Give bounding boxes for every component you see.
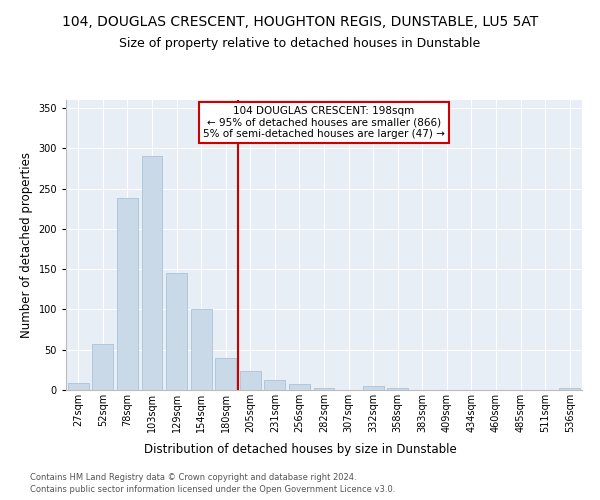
Bar bbox=[362, 386, 383, 390]
Bar bbox=[68, 383, 89, 390]
Bar bbox=[166, 273, 187, 390]
Y-axis label: Number of detached properties: Number of detached properties bbox=[20, 152, 33, 338]
Text: Contains HM Land Registry data © Crown copyright and database right 2024.: Contains HM Land Registry data © Crown c… bbox=[30, 472, 356, 482]
Text: Contains public sector information licensed under the Open Government Licence v3: Contains public sector information licen… bbox=[30, 485, 395, 494]
Bar bbox=[142, 156, 163, 390]
Bar bbox=[559, 388, 580, 390]
Bar bbox=[314, 388, 334, 390]
Bar bbox=[265, 380, 286, 390]
Text: 104 DOUGLAS CRESCENT: 198sqm
← 95% of detached houses are smaller (866)
5% of se: 104 DOUGLAS CRESCENT: 198sqm ← 95% of de… bbox=[203, 106, 445, 139]
Bar bbox=[387, 388, 408, 390]
Bar bbox=[215, 358, 236, 390]
Bar bbox=[117, 198, 138, 390]
Bar bbox=[92, 344, 113, 390]
Bar bbox=[289, 384, 310, 390]
Text: Size of property relative to detached houses in Dunstable: Size of property relative to detached ho… bbox=[119, 38, 481, 51]
Text: 104, DOUGLAS CRESCENT, HOUGHTON REGIS, DUNSTABLE, LU5 5AT: 104, DOUGLAS CRESCENT, HOUGHTON REGIS, D… bbox=[62, 15, 538, 29]
Bar bbox=[191, 310, 212, 390]
Bar bbox=[240, 372, 261, 390]
Text: Distribution of detached houses by size in Dunstable: Distribution of detached houses by size … bbox=[143, 442, 457, 456]
